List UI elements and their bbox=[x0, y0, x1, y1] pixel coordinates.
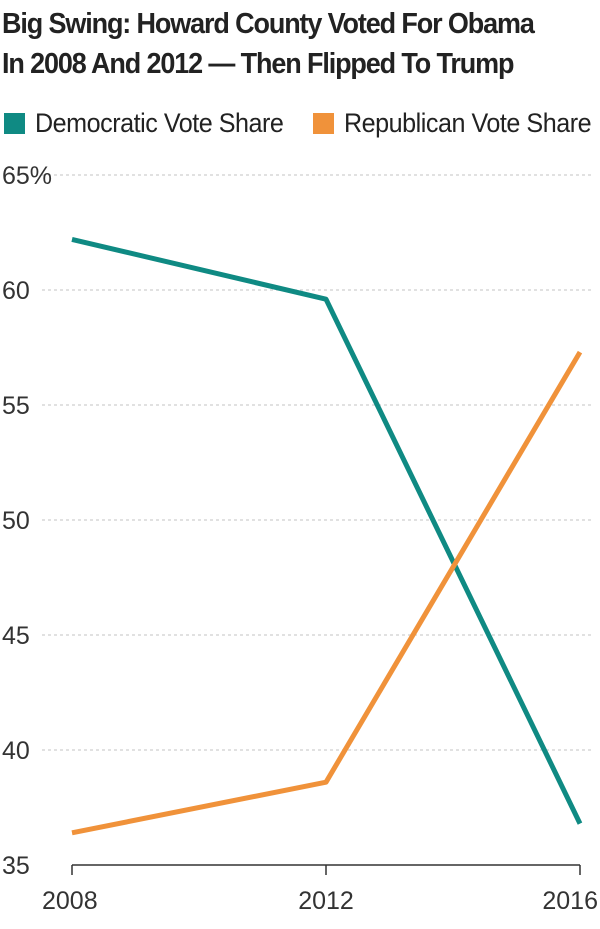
legend: Democratic Vote Share Republican Vote Sh… bbox=[2, 108, 600, 144]
y-tick-label: 40 bbox=[2, 737, 30, 765]
x-tick-label: 2016 bbox=[542, 887, 598, 915]
series-line-democratic bbox=[71, 236, 583, 825]
legend-swatch-democratic bbox=[4, 113, 25, 134]
legend-label-democratic: Democratic Vote Share bbox=[35, 108, 284, 138]
y-tick-label: 55 bbox=[2, 392, 30, 420]
y-tick-label: 50 bbox=[2, 507, 30, 535]
y-tick-label: 45 bbox=[2, 622, 30, 650]
y-tick-label: 65% bbox=[2, 162, 52, 190]
legend-swatch-republican bbox=[313, 113, 334, 134]
x-tick-label: 2012 bbox=[298, 887, 354, 915]
y-tick-label: 35 bbox=[2, 852, 30, 880]
legend-label-republican: Republican Vote Share bbox=[344, 108, 592, 138]
x-tick-label: 2008 bbox=[42, 887, 98, 915]
y-tick-label: 60 bbox=[2, 277, 30, 305]
series-line-republican bbox=[71, 350, 583, 836]
legend-item-republican: Republican Vote Share bbox=[313, 108, 600, 139]
legend-item-democratic: Democratic Vote Share bbox=[4, 108, 302, 139]
chart-title: Big Swing: Howard County Voted For Obama… bbox=[2, 8, 535, 80]
